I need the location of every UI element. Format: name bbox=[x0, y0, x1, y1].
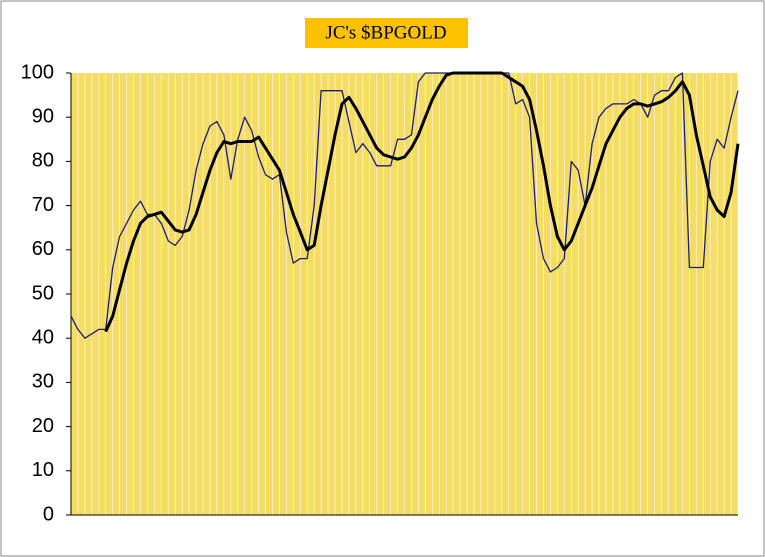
chart-title: JC's $BPGOLD bbox=[325, 22, 446, 43]
y-tick-label: 100 bbox=[21, 61, 54, 83]
y-tick-label: 10 bbox=[32, 459, 54, 481]
y-tick-label: 0 bbox=[43, 503, 54, 525]
y-tick-label: 70 bbox=[32, 194, 54, 216]
y-tick-label: 20 bbox=[32, 415, 54, 437]
y-tick-label: 80 bbox=[32, 150, 54, 172]
y-tick-label: 50 bbox=[32, 282, 54, 304]
y-tick-label: 90 bbox=[32, 105, 54, 127]
series-line bbox=[104, 71, 740, 333]
y-tick-label: 30 bbox=[32, 371, 54, 393]
y-tick-label: 60 bbox=[32, 238, 54, 260]
y-tick-label: 40 bbox=[32, 326, 54, 348]
series-line bbox=[70, 72, 739, 339]
title-box bbox=[305, 18, 468, 48]
